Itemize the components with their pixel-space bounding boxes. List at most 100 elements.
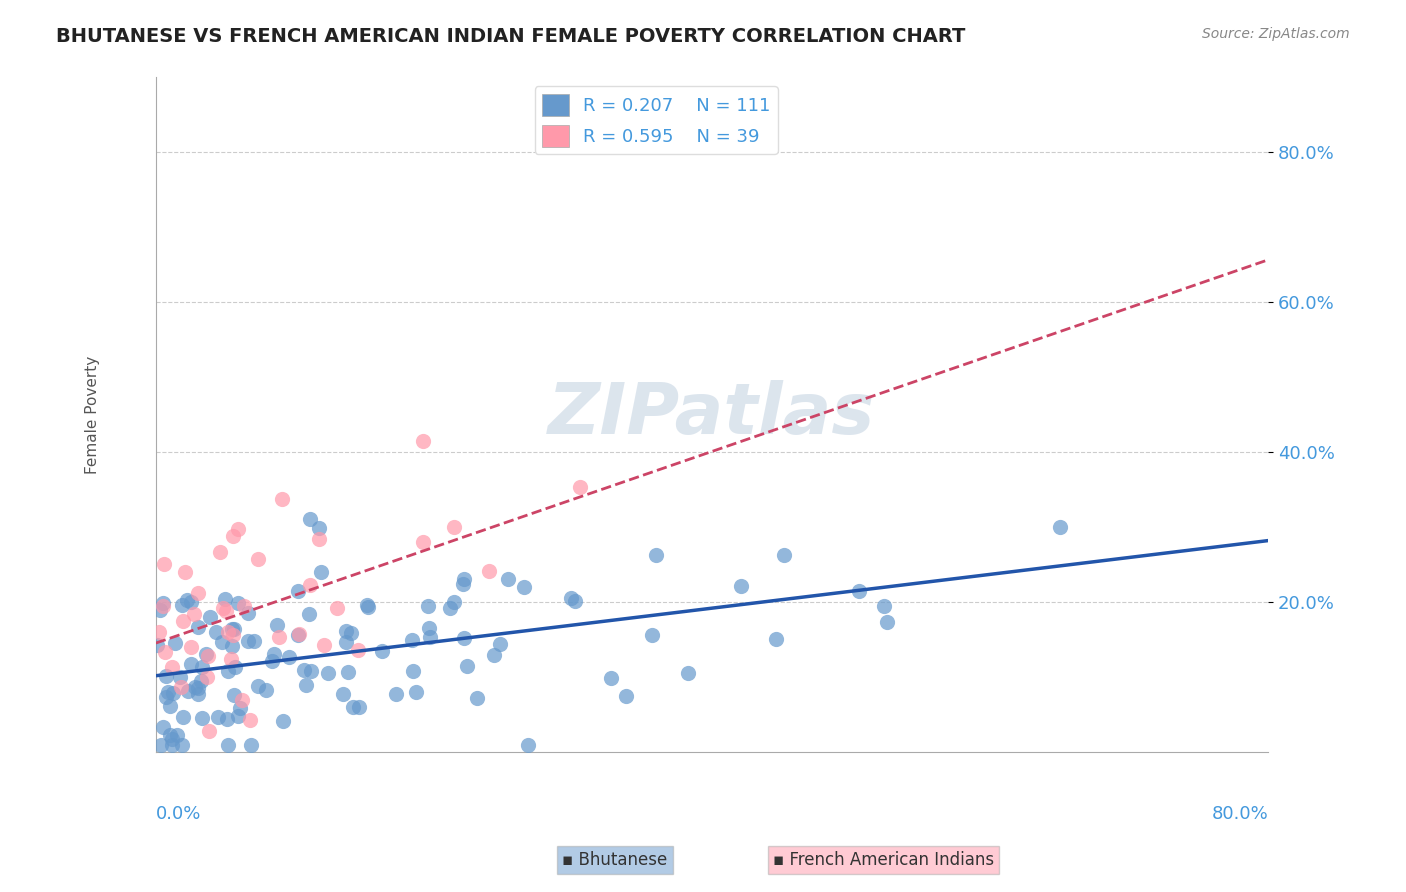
Text: ▪ Bhutanese: ▪ Bhutanese <box>562 851 668 869</box>
Point <box>222 689 245 703</box>
Point <box>299 577 322 591</box>
Point <box>465 691 488 706</box>
Point <box>159 698 181 713</box>
Point <box>217 712 239 726</box>
Point <box>342 700 364 714</box>
Point <box>184 680 207 694</box>
Text: ▪ French American Indians: ▪ French American Indians <box>773 851 994 869</box>
Point <box>287 583 309 598</box>
Point <box>214 591 236 606</box>
Point <box>309 565 332 579</box>
Point <box>222 529 245 543</box>
Point <box>278 649 301 664</box>
Point <box>172 738 194 752</box>
Point <box>600 672 623 686</box>
Point <box>228 701 250 715</box>
Point <box>287 628 309 642</box>
Point <box>478 564 501 578</box>
Point <box>848 584 870 599</box>
Point <box>412 434 434 449</box>
Point <box>180 640 202 655</box>
Point <box>176 593 198 607</box>
Point <box>198 724 221 739</box>
Point <box>191 711 214 725</box>
Point <box>439 600 461 615</box>
Point <box>347 643 370 657</box>
Point <box>197 648 219 663</box>
Point <box>187 681 209 695</box>
Point <box>215 604 238 618</box>
Point <box>180 657 202 672</box>
Point <box>217 624 239 639</box>
Point <box>356 600 378 615</box>
Point <box>299 511 322 525</box>
Point <box>222 628 245 642</box>
Point <box>149 603 172 617</box>
Point <box>412 535 434 549</box>
Point <box>169 670 191 684</box>
Point <box>153 645 176 659</box>
Point <box>162 686 184 700</box>
Point <box>316 665 339 680</box>
Point <box>165 635 187 649</box>
Point <box>236 633 259 648</box>
Point <box>146 638 169 652</box>
Point <box>288 627 311 641</box>
Point <box>221 623 243 637</box>
Point <box>308 532 330 546</box>
Point <box>418 599 440 614</box>
Point <box>226 522 249 536</box>
Point <box>314 638 336 652</box>
Point <box>336 665 359 679</box>
Point <box>385 688 408 702</box>
Point <box>172 614 194 628</box>
Point <box>266 617 288 632</box>
Point <box>271 714 294 728</box>
Point <box>166 728 188 742</box>
Text: 0.0%: 0.0% <box>156 805 201 822</box>
Point <box>340 626 363 640</box>
Point <box>222 622 245 636</box>
Point <box>730 579 752 593</box>
Text: Source: ZipAtlas.com: Source: ZipAtlas.com <box>1202 27 1350 41</box>
Point <box>170 680 193 694</box>
Point <box>401 633 423 648</box>
Point <box>190 674 212 689</box>
Point <box>211 634 233 648</box>
Point <box>676 666 699 681</box>
Point <box>443 520 465 534</box>
Point <box>219 652 242 666</box>
Point <box>191 660 214 674</box>
Point <box>263 648 285 662</box>
Point <box>150 738 173 752</box>
Point <box>453 631 475 645</box>
Point <box>172 709 194 723</box>
Point <box>204 625 226 640</box>
Point <box>183 607 205 621</box>
Point <box>160 660 183 674</box>
Point <box>298 607 321 621</box>
Point <box>513 580 536 594</box>
Point <box>419 630 441 644</box>
Point <box>174 565 197 579</box>
Point <box>211 600 233 615</box>
Point <box>217 738 239 752</box>
Point <box>194 647 217 661</box>
Point <box>418 621 440 635</box>
Point <box>187 687 209 701</box>
Point <box>335 635 357 649</box>
Point <box>176 684 198 698</box>
Point <box>401 665 423 679</box>
Point <box>371 644 394 658</box>
Text: 80.0%: 80.0% <box>1212 805 1268 822</box>
Point <box>238 606 260 620</box>
Point <box>231 693 253 707</box>
Legend: R = 0.207    N = 111, R = 0.595    N = 39: R = 0.207 N = 111, R = 0.595 N = 39 <box>534 87 778 154</box>
Point <box>160 738 183 752</box>
Point <box>873 599 896 613</box>
Point <box>489 637 512 651</box>
Point <box>560 591 582 606</box>
Point <box>233 599 256 613</box>
Point <box>299 664 322 678</box>
Point <box>159 728 181 742</box>
